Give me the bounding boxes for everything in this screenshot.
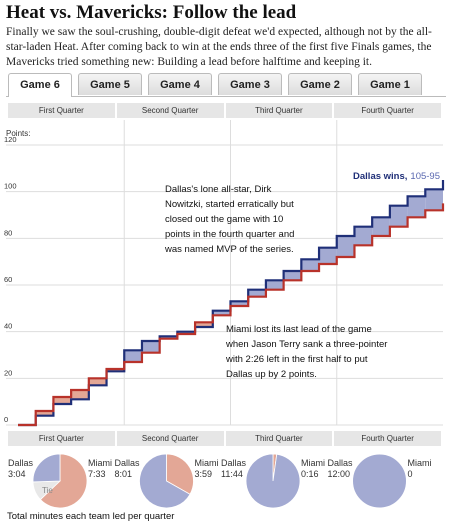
lead-area [389,205,408,227]
pie-slice [139,453,191,509]
quarter-label: First Quarter [8,431,117,446]
minutes-label: 0 [407,469,413,479]
lead-area [35,411,54,416]
pie-slice [32,453,61,483]
y-tick-label: 20 [4,368,12,377]
lead-area [71,390,89,400]
y-tick-label: 60 [4,275,12,284]
lead-area [407,196,426,218]
y-tick-label: 100 [4,182,17,191]
tab-line [6,96,446,97]
lead-area [124,350,142,362]
team-label: Dallas [8,458,34,468]
quarter-label: Third Quarter [225,103,335,118]
team-label: Dallas [327,458,353,468]
lead-area [336,236,355,257]
tab[interactable]: Game 5 [78,73,142,95]
minutes-label: 3:59 [194,469,213,479]
team-label: Dallas [221,458,247,468]
lead-area [212,310,231,316]
team-label: Miami [88,458,112,468]
title: Heat vs. Mavericks: Follow the lead [6,2,297,23]
lead-area [195,322,213,327]
lead-area [354,226,373,246]
quarter-label: Third Quarter [225,431,335,446]
pie-slice [245,453,301,509]
lead-area [106,369,125,372]
tab[interactable]: Game 1 [358,73,422,95]
y-tick-label: 120 [4,135,17,144]
tab[interactable]: Game 2 [288,73,352,95]
lead-area [283,271,302,281]
tie-label: Tie [42,486,53,495]
score-line [18,203,445,427]
team-label: Dallas [114,458,140,468]
lead-area [248,289,266,297]
y-tick-label: 0 [4,415,8,424]
tab[interactable]: Game 4 [148,73,212,95]
y-axis-label: Points: [6,129,30,138]
quarter-label: Second Quarter [116,103,226,118]
winner-label: Dallas wins, [353,171,407,182]
lead-area [265,280,284,290]
pie-caption: Total minutes each team led per quarter [7,511,175,522]
tab[interactable]: Game 6 [8,73,72,97]
lead-area [141,341,160,353]
lead-area [230,301,249,306]
y-tick-label: 40 [4,322,12,331]
minutes-label: 7:33 [88,469,106,479]
pie-slice [352,453,407,509]
lead-area [425,189,443,211]
annotation: Dallas's lone all-star, Dirk Nowitzki, s… [165,184,295,255]
lead-area [177,331,196,334]
minutes-label: 11:44 [221,469,243,479]
annotation: Miami lost its last lead of the game whe… [226,324,388,380]
pie-slice [166,453,194,495]
team-label: Miami [407,458,432,468]
quarter-label: Fourth Quarter [334,431,443,446]
minutes-label: 3:04 [8,469,26,479]
y-tick-label: 80 [4,228,12,237]
quarter-label: Fourth Quarter [334,103,443,118]
team-label: Miami [301,458,325,468]
lead-area [159,336,178,339]
team-label: Miami [194,458,219,468]
lead-area [372,217,390,236]
quarter-label: First Quarter [8,103,117,118]
result-label: Dallas wins, 105-95 [353,171,440,182]
lead-area [301,259,320,271]
pie-slice [39,453,88,509]
tab[interactable]: Game 3 [218,73,282,95]
lead-area [88,378,107,386]
lead-area [319,247,337,264]
minutes-label: 8:01 [114,469,133,479]
minutes-label: 12:00 [327,469,351,479]
intro: Finally we saw the soul-crushing, double… [6,26,432,68]
quarter-label: Second Quarter [116,431,226,446]
minutes-label: 0:16 [301,469,319,479]
final-score: 105-95 [410,171,440,182]
lead-area [53,397,72,404]
